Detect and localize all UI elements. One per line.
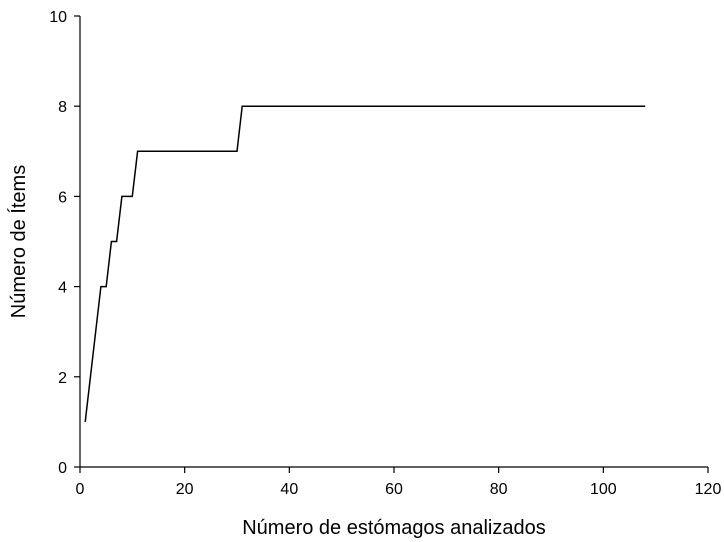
x-ticks: 0 20 40 60 80 100 120 bbox=[76, 467, 722, 498]
x-tick-label: 80 bbox=[490, 481, 508, 498]
y-ticks: 0 2 4 6 8 10 bbox=[49, 9, 80, 477]
y-tick-label: 10 bbox=[49, 9, 67, 26]
y-tick-label: 0 bbox=[58, 460, 67, 477]
y-tick-label: 8 bbox=[58, 99, 67, 116]
series-layer bbox=[84, 105, 646, 422]
x-tick-label: 120 bbox=[695, 481, 722, 498]
axes bbox=[79, 16, 708, 468]
y-tick-label: 2 bbox=[58, 370, 67, 387]
y-tick-label: 4 bbox=[58, 280, 67, 297]
x-tick-label: 40 bbox=[280, 481, 298, 498]
x-axis-title: Número de estómagos analizados bbox=[242, 517, 546, 539]
x-tick-label: 100 bbox=[590, 481, 617, 498]
x-tick-label: 20 bbox=[176, 481, 194, 498]
x-tick-label: 60 bbox=[385, 481, 403, 498]
y-axis-title: Número de Ítems bbox=[7, 165, 30, 318]
y-tick-label: 6 bbox=[58, 189, 67, 206]
x-tick-label: 0 bbox=[76, 481, 85, 498]
series-line bbox=[84, 105, 646, 422]
